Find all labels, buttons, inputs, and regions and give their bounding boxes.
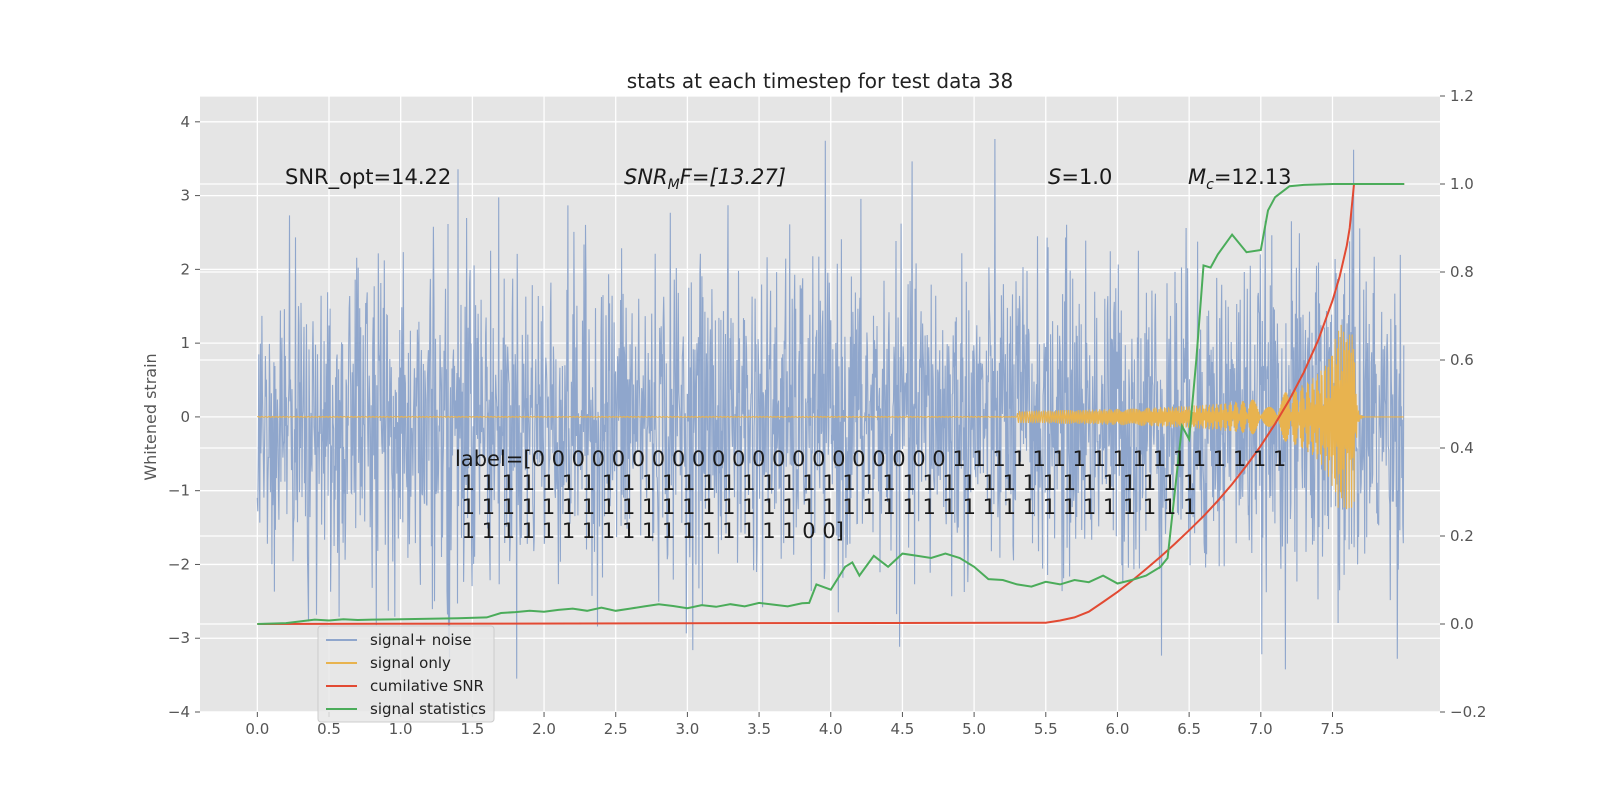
legend-label: signal only xyxy=(370,654,451,672)
x-tick-label: 4.5 xyxy=(890,720,914,738)
x-tick-label: 2.0 xyxy=(532,720,556,738)
x-tick-label: 7.0 xyxy=(1249,720,1273,738)
cumulative-snr-line xyxy=(257,183,1405,625)
y-tick-label: 1 xyxy=(180,334,190,352)
x-tick-label: 7.5 xyxy=(1321,720,1345,738)
y-tick-label: −4 xyxy=(168,703,190,721)
y-tick-label: 0 xyxy=(180,408,190,426)
y-tick-label: 4 xyxy=(180,113,190,131)
legend-label: signal statistics xyxy=(370,700,486,718)
annotation-snr-mf: SNRMF=[13.27] xyxy=(624,165,786,193)
signal-statistics-line xyxy=(257,183,1405,625)
label-line: 1 1 1 1 1 1 1 1 1 1 1 1 1 1 1 1 1 0 0] xyxy=(455,519,844,543)
x-tick-label: 0.0 xyxy=(245,720,269,738)
y-tick-label: 2 xyxy=(180,260,190,278)
x-tick-label: 3.5 xyxy=(747,720,771,738)
y2-tick-label: 0.0 xyxy=(1450,615,1474,633)
y-tick-label: −3 xyxy=(168,629,190,647)
label-line: 1 1 1 1 1 1 1 1 1 1 1 1 1 1 1 1 1 1 1 1 … xyxy=(455,495,1196,519)
y2-tick-label: 0.6 xyxy=(1450,351,1474,369)
series-signal-statistics xyxy=(257,183,1405,625)
y2-tick-label: 0.2 xyxy=(1450,527,1474,545)
y2-tick-label: 1.2 xyxy=(1450,87,1474,105)
chart-title: stats at each timestep for test data 38 xyxy=(627,69,1013,93)
legend-label: cumilative SNR xyxy=(370,677,484,695)
x-tick-label: 4.0 xyxy=(819,720,843,738)
x-tick-label: 1.0 xyxy=(389,720,413,738)
x-tick-label: 6.0 xyxy=(1106,720,1130,738)
x-tick-label: 0.5 xyxy=(317,720,341,738)
y2-tick-label: 1.0 xyxy=(1450,175,1474,193)
y2-tick-label: 0.4 xyxy=(1450,439,1474,457)
legend-box xyxy=(317,625,495,723)
x-tick-label: 6.5 xyxy=(1177,720,1201,738)
y2-tick-label: 0.8 xyxy=(1450,263,1474,281)
y-axis-label: Whitened strain xyxy=(141,353,160,480)
annotation-mc: Mc=12.13 xyxy=(1188,165,1292,193)
y-tick-label: −2 xyxy=(168,555,190,573)
annotation-snr-opt: SNR_opt=14.22 xyxy=(285,165,451,190)
legend: signal+ noise signal only cumilative SNR… xyxy=(317,625,495,723)
label-line: 1 1 1 1 1 1 1 1 1 1 1 1 1 1 1 1 1 1 1 1 … xyxy=(455,471,1196,495)
x-tick-label: 2.5 xyxy=(604,720,628,738)
x-tick-label: 1.5 xyxy=(460,720,484,738)
y-tick-label: 3 xyxy=(180,187,190,205)
signal-noise-line xyxy=(256,138,1405,679)
annotation-s: S=1.0 xyxy=(1048,165,1112,189)
x-tick-label: 5.5 xyxy=(1034,720,1058,738)
signal-only-line xyxy=(257,324,1404,510)
x-tick-label: 3.0 xyxy=(675,720,699,738)
y2-tick-label: −0.2 xyxy=(1450,703,1486,721)
label-line: label=[0 0 0 0 0 0 0 0 0 0 0 0 0 0 0 0 0… xyxy=(455,447,1286,471)
legend-label: signal+ noise xyxy=(370,631,472,649)
series-signal-noise xyxy=(256,138,1405,679)
series-cumulative-snr xyxy=(257,183,1405,625)
label-annotation: label=[0 0 0 0 0 0 0 0 0 0 0 0 0 0 0 0 0… xyxy=(455,447,1286,543)
series-signal-only xyxy=(257,324,1404,510)
axes-ticks: 0.0 0.5 1.0 1.5 2.0 2.5 3.0 3.5 4.0 4.5 5.0 5.5 6.0 6… xyxy=(168,87,1487,738)
y-tick-label: −1 xyxy=(168,482,190,500)
x-tick-label: 5.0 xyxy=(962,720,986,738)
